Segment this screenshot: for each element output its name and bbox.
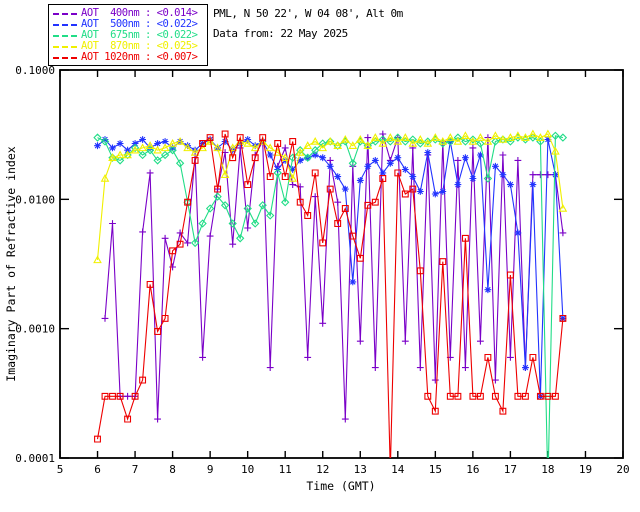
series-aot-400nm [101,130,567,423]
legend-line-sample [53,56,77,59]
series-markers [94,130,567,443]
legend-line-sample [53,12,77,15]
legend-entry-aot-675nm: AOT 675nm : <0.022> [53,30,203,41]
station-location-text: PML, N 50 22', W 04 08', Alt 0m [213,7,403,20]
x-tick-label: 8 [169,463,176,476]
x-tick-label: 5 [57,463,64,476]
x-tick-label: 11 [279,463,292,476]
series-aot-675nm [93,131,568,458]
x-tick-label: 16 [466,463,479,476]
legend-entry-label: AOT 500nm : <0.022> [81,18,198,30]
legend-entry-label: AOT 1020nm : <0.007> [81,51,198,63]
legend-line-sample [53,34,77,37]
x-tick-label: 18 [541,463,554,476]
tick-labels: 5 6 7 8 9 10 11 12 13 14 15 16 17 18 19 20 0.0001 0.0010 0… [15,64,629,476]
series-aot-1020nm [94,130,567,458]
series-markers [93,129,568,264]
x-tick-label: 9 [207,463,214,476]
axes [59,69,624,459]
x-tick-label: 14 [391,463,405,476]
data-series-layer [93,129,568,458]
header-block: PML, N 50 22', W 04 08', Alt 0m Data fro… [213,7,403,40]
legend-entry-label: AOT 400nm : <0.014> [81,7,198,19]
legend-line-sample [53,45,77,48]
data-date-text: Data from: 22 May 2025 [213,27,348,40]
x-tick-label: 10 [241,463,254,476]
y-axis-title: Imaginary Part of Refractive index [4,146,18,381]
y-tick-label: 0.1000 [15,64,55,77]
series-aot-500nm [94,136,567,400]
x-tick-label: 7 [132,463,139,476]
legend-entry-label: AOT 675nm : <0.022> [81,29,198,41]
x-tick-label: 19 [579,463,592,476]
series-line [97,138,564,397]
series-markers [101,130,567,423]
y-tick-label: 0.0100 [15,193,55,206]
legend-entry-aot-870nm: AOT 870nm : <0.025> [53,41,203,52]
plot-frame [59,69,624,459]
legend-entry-aot-400nm: AOT 400nm : <0.014> [53,8,203,19]
legend-entry-aot-1020nm: AOT 1020nm : <0.007> [53,52,203,63]
series-markers [94,136,567,400]
legend-entry-aot-500nm: AOT 500nm : <0.022> [53,19,203,30]
x-tick-label: 17 [504,463,517,476]
y-tick-label: 0.0010 [15,323,55,336]
x-tick-label: 6 [94,463,101,476]
series-aot-870nm [93,129,568,264]
legend: AOT 400nm : <0.014> AOT 500nm : <0.022> AO… [48,4,208,66]
x-tick-label: 12 [316,463,329,476]
x-tick-label: 15 [429,463,442,476]
legend-entry-label: AOT 870nm : <0.025> [81,40,198,52]
x-axis-title: Time (GMT) [306,479,375,493]
x-tick-label: 20 [616,463,629,476]
legend-line-sample [53,23,77,26]
y-tick-label: 0.0001 [15,452,55,465]
x-tick-label: 13 [354,463,367,476]
series-line [96,133,564,260]
